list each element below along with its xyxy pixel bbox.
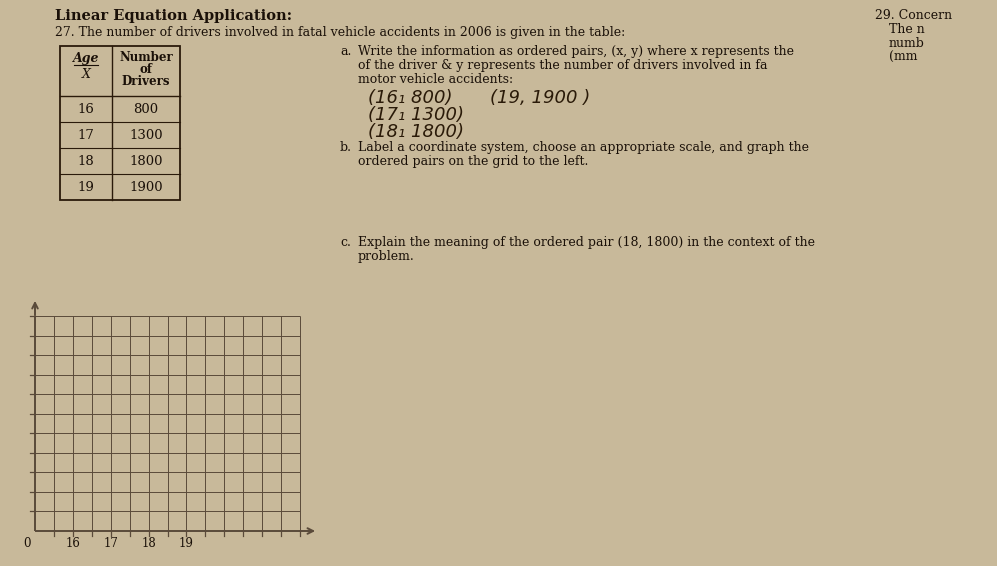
Text: Explain the meaning of the ordered pair (18, 1800) in the context of the: Explain the meaning of the ordered pair …	[358, 236, 815, 249]
Text: 19: 19	[179, 537, 193, 550]
Text: numb: numb	[889, 37, 925, 50]
Text: of: of	[140, 63, 153, 76]
Text: 16: 16	[66, 537, 81, 550]
Bar	[60, 46, 180, 200]
Text: 18: 18	[78, 155, 95, 168]
Text: motor vehicle accidents:: motor vehicle accidents:	[358, 73, 513, 86]
Text: ordered pairs on the grid to the left.: ordered pairs on the grid to the left.	[358, 155, 588, 168]
Text: of the driver & y represents the number of drivers involved in fa: of the driver & y represents the number …	[358, 59, 768, 72]
Text: b.: b.	[340, 141, 352, 154]
Text: problem.: problem.	[358, 250, 415, 263]
Text: Write the information as ordered pairs, (x, y) where x represents the: Write the information as ordered pairs, …	[358, 45, 794, 58]
Text: Age: Age	[73, 52, 100, 65]
Text: 17: 17	[104, 537, 119, 550]
Text: 27. The number of drivers involved in fatal vehicle accidents in 2006 is given i: 27. The number of drivers involved in fa…	[55, 26, 625, 39]
Text: Number: Number	[119, 51, 172, 64]
Text: Linear Equation Application:: Linear Equation Application:	[55, 9, 292, 23]
Text: (16₁ 800): (16₁ 800)	[368, 89, 453, 107]
Text: (19, 1900 ): (19, 1900 )	[490, 89, 590, 107]
Text: 19: 19	[78, 181, 95, 194]
Text: 1300: 1300	[130, 129, 163, 142]
Text: 1800: 1800	[130, 155, 163, 168]
Text: Label a coordinate system, choose an appropriate scale, and graph the: Label a coordinate system, choose an app…	[358, 141, 809, 154]
Text: (17₁ 1300): (17₁ 1300)	[368, 106, 464, 124]
Text: The n: The n	[889, 23, 925, 36]
Text: 0: 0	[23, 537, 31, 550]
Text: 17: 17	[78, 129, 95, 142]
Text: 16: 16	[78, 103, 95, 116]
Text: 18: 18	[142, 537, 156, 550]
Text: Drivers: Drivers	[122, 75, 170, 88]
Text: a.: a.	[340, 45, 351, 58]
Text: 1900: 1900	[130, 181, 163, 194]
Text: c.: c.	[340, 236, 351, 249]
Text: 29. Concern: 29. Concern	[875, 9, 952, 22]
Text: (18₁ 1800): (18₁ 1800)	[368, 123, 464, 141]
Text: X: X	[82, 68, 91, 81]
Text: (mm: (mm	[889, 51, 917, 64]
Text: 800: 800	[134, 103, 159, 116]
